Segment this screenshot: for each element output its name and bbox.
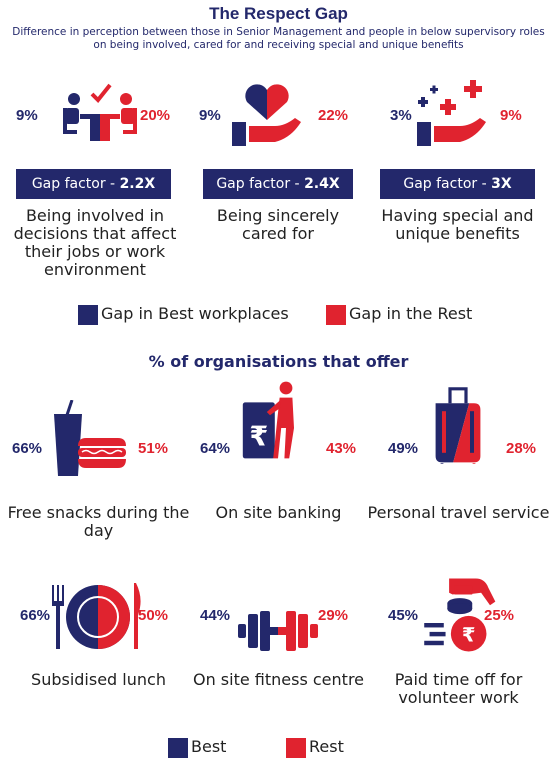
- legend-swatch-rest: [286, 737, 306, 758]
- offer-lunch: 66% 50% Subsidised lunch: [6, 575, 191, 725]
- gap-factor-value: 3X: [491, 176, 512, 192]
- section-title: % of organisations that offer: [148, 352, 409, 371]
- offer-travel: 49% 28% Personal travel service: [366, 380, 551, 530]
- best-percent: 3%: [390, 107, 412, 124]
- rest-percent: 20%: [140, 107, 171, 124]
- offer-label: On site fitness centre: [192, 670, 365, 689]
- gap-item-benefits: 3% 9% Gap factor - 3X Having special and…: [380, 70, 557, 300]
- snack-icon: [54, 400, 126, 476]
- gap-factor-banner: Gap factor - 3X: [380, 169, 535, 199]
- gap-factor-label: Gap factor -: [216, 176, 305, 192]
- legend-swatch-best: [168, 737, 188, 758]
- offer-label: Paid time off for volunteer work: [394, 670, 523, 707]
- page-title: The Respect Gap: [209, 4, 348, 23]
- svg-text:₹: ₹: [462, 624, 476, 647]
- rest-percent: 51%: [138, 440, 169, 457]
- best-percent: 9%: [16, 107, 38, 124]
- legend-label-best: Gap in Best workplaces: [101, 304, 289, 323]
- meeting-icon: [63, 83, 137, 141]
- legend-swatch-rest: [326, 304, 346, 325]
- legend-rest: Rest: [286, 737, 344, 758]
- best-percent: 44%: [200, 607, 231, 624]
- best-percent: 66%: [12, 440, 43, 457]
- offer-label: Free snacks during the day: [7, 503, 190, 540]
- gap-factor-label: Gap factor -: [31, 176, 120, 192]
- gap-factor-banner: Gap factor - 2.4X: [203, 169, 353, 199]
- legend-label-best: Best: [191, 737, 227, 756]
- best-percent: 45%: [388, 607, 419, 624]
- rest-percent: 22%: [318, 107, 349, 124]
- gap-item-cared: 9% 22% Gap factor - 2.4X Being sincerely…: [195, 70, 380, 300]
- offer-volunteer: 45% 25% ₹ Paid time off for volunteer wo…: [366, 575, 551, 725]
- offer-label: Personal travel service: [367, 503, 550, 522]
- suitcase-icon: [435, 387, 481, 464]
- legend-swatch-best: [78, 304, 98, 325]
- rest-percent: 43%: [326, 440, 357, 457]
- page-subtitle: Difference in perception between those i…: [12, 26, 545, 51]
- offer-label: On site banking: [215, 503, 342, 522]
- legend-label-rest: Gap in the Rest: [349, 304, 473, 323]
- atm-icon: ₹: [242, 381, 294, 459]
- rest-percent: 50%: [138, 607, 169, 624]
- best-percent: 66%: [20, 607, 51, 624]
- svg-text:₹: ₹: [249, 422, 268, 453]
- best-percent: 49%: [388, 440, 419, 457]
- legend-rest-gap: Gap in the Rest: [326, 304, 472, 325]
- plate-icon: [52, 583, 141, 649]
- rest-percent: 29%: [318, 607, 349, 624]
- gap-factor-value: 2.2X: [119, 176, 156, 192]
- offer-snacks: 66% 51% Free snacks during the day: [6, 380, 191, 540]
- gap-item-involved: 9% 20% Gap factor - 2.2X Being involved …: [10, 70, 195, 300]
- gap-item-label: Being sincerely cared for: [216, 206, 340, 243]
- gap-item-label: Having special and unique benefits: [381, 206, 534, 243]
- rest-percent: 25%: [484, 607, 515, 624]
- coin-hand-icon: ₹: [424, 578, 496, 652]
- legend-best: Best: [168, 737, 226, 758]
- rest-percent: 9%: [500, 107, 522, 124]
- legend-best-gap: Gap in Best workplaces: [78, 304, 289, 325]
- gap-item-label: Being involved in decisions that affect …: [13, 206, 177, 279]
- best-percent: 9%: [199, 107, 221, 124]
- rest-percent: 28%: [506, 440, 537, 457]
- legend-label-rest: Rest: [309, 737, 344, 756]
- plus-hand-icon: [417, 80, 486, 146]
- heart-hand-icon: [232, 84, 301, 146]
- gap-factor-label: Gap factor -: [403, 176, 492, 192]
- offer-fitness: 44% 29% On site fitness centre: [186, 575, 371, 725]
- offer-banking: 64% 43% ₹ On site banking: [186, 380, 371, 530]
- dumbbell-icon: [238, 611, 318, 651]
- gap-factor-value: 2.4X: [304, 176, 340, 192]
- gap-factor-banner: Gap factor - 2.2X: [16, 169, 171, 199]
- best-percent: 64%: [200, 440, 231, 457]
- offer-label: Subsidised lunch: [31, 670, 166, 689]
